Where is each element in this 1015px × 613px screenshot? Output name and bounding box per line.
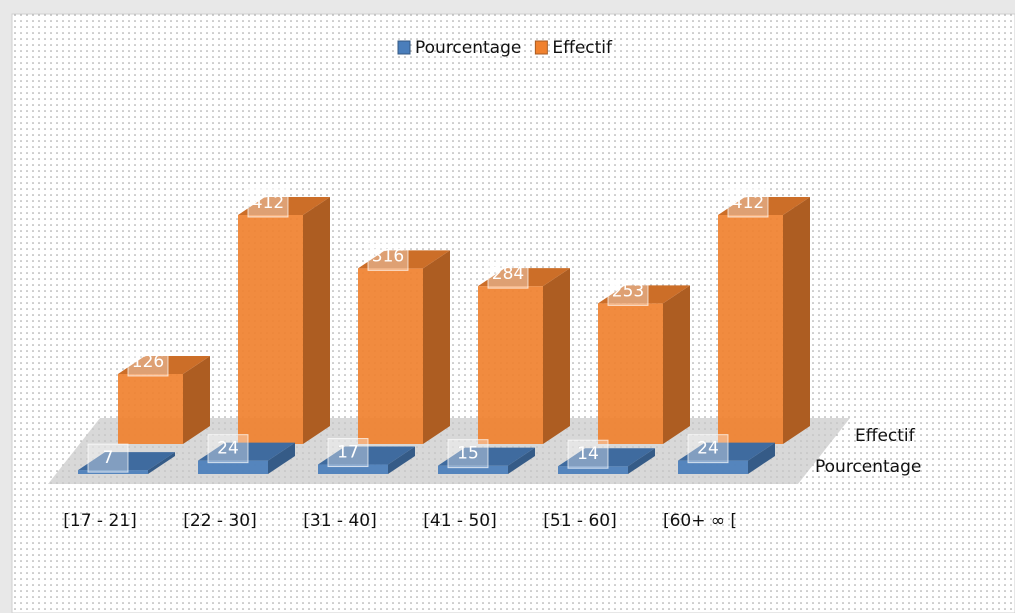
value-label: 14 xyxy=(577,444,599,464)
value-label: 24 xyxy=(697,439,719,459)
value-label: 24 xyxy=(217,439,239,459)
value-label-box xyxy=(127,347,169,377)
bar-top xyxy=(598,285,690,304)
value-label-box xyxy=(567,439,609,469)
value-label: 17 xyxy=(337,443,359,463)
value-label: 126 xyxy=(132,352,164,372)
value-label: 253 xyxy=(612,281,644,301)
bar-side xyxy=(543,268,570,444)
value-label: 284 xyxy=(492,264,524,284)
value-label: 15 xyxy=(457,444,479,464)
row-label: Effectif xyxy=(855,426,916,446)
value-label: 316 xyxy=(372,246,404,266)
category-label: [41 - 50] xyxy=(423,511,496,531)
value-label-box xyxy=(687,434,729,464)
value-label: 412 xyxy=(252,193,284,213)
legend-label: Effectif xyxy=(552,38,613,58)
bar-side xyxy=(268,442,295,474)
value-label-box xyxy=(727,188,769,218)
bar-top xyxy=(558,448,655,467)
value-label: 412 xyxy=(732,193,764,213)
bar-front xyxy=(118,373,183,444)
bar-top xyxy=(718,197,810,215)
bar-top xyxy=(78,452,175,471)
legend-swatch xyxy=(534,40,548,55)
bar-top xyxy=(438,447,535,466)
value-label-box xyxy=(87,443,129,473)
value-label-box xyxy=(607,276,649,306)
bar-front xyxy=(718,215,783,444)
bar-side xyxy=(148,452,175,474)
bar-side xyxy=(748,442,775,474)
bar-front xyxy=(238,215,303,444)
bar-side xyxy=(628,448,655,474)
category-label: [31 - 40] xyxy=(303,511,376,531)
bar-front xyxy=(198,460,268,474)
bar-side xyxy=(423,250,450,444)
bar-side xyxy=(303,197,330,444)
value-label-box xyxy=(367,241,409,271)
bar-front xyxy=(438,465,508,474)
value-label-box xyxy=(487,259,529,289)
bar-top xyxy=(198,442,295,461)
category-label: [60+ ∞ [ xyxy=(663,511,737,531)
bar-side xyxy=(388,446,415,474)
bar-front xyxy=(558,466,628,474)
bar-top xyxy=(238,197,330,215)
row-label: Pourcentage xyxy=(815,457,921,477)
legend-swatch xyxy=(397,40,411,55)
value-label: 7 xyxy=(103,448,114,468)
category-label: [22 - 30] xyxy=(183,511,256,531)
legend-label: Pourcentage xyxy=(415,38,521,58)
bar-top xyxy=(358,250,450,269)
value-label-box xyxy=(247,188,289,218)
value-label-box xyxy=(327,438,369,468)
value-label-box xyxy=(207,434,249,464)
category-label: [17 - 21] xyxy=(63,511,136,531)
bar-front xyxy=(678,460,748,474)
bar-front xyxy=(358,268,423,444)
bar-top xyxy=(318,446,415,465)
bar-side xyxy=(508,447,535,474)
bar-top xyxy=(118,355,210,374)
bar-front xyxy=(478,286,543,444)
value-label-box xyxy=(447,439,489,469)
bar-top xyxy=(478,268,570,287)
bar-top xyxy=(678,442,775,461)
bar-side xyxy=(183,355,210,444)
bar-front xyxy=(598,303,663,444)
bar-front xyxy=(318,464,388,474)
bar-side xyxy=(663,285,690,444)
category-label: [51 - 60] xyxy=(543,511,616,531)
bar-side xyxy=(783,197,810,444)
